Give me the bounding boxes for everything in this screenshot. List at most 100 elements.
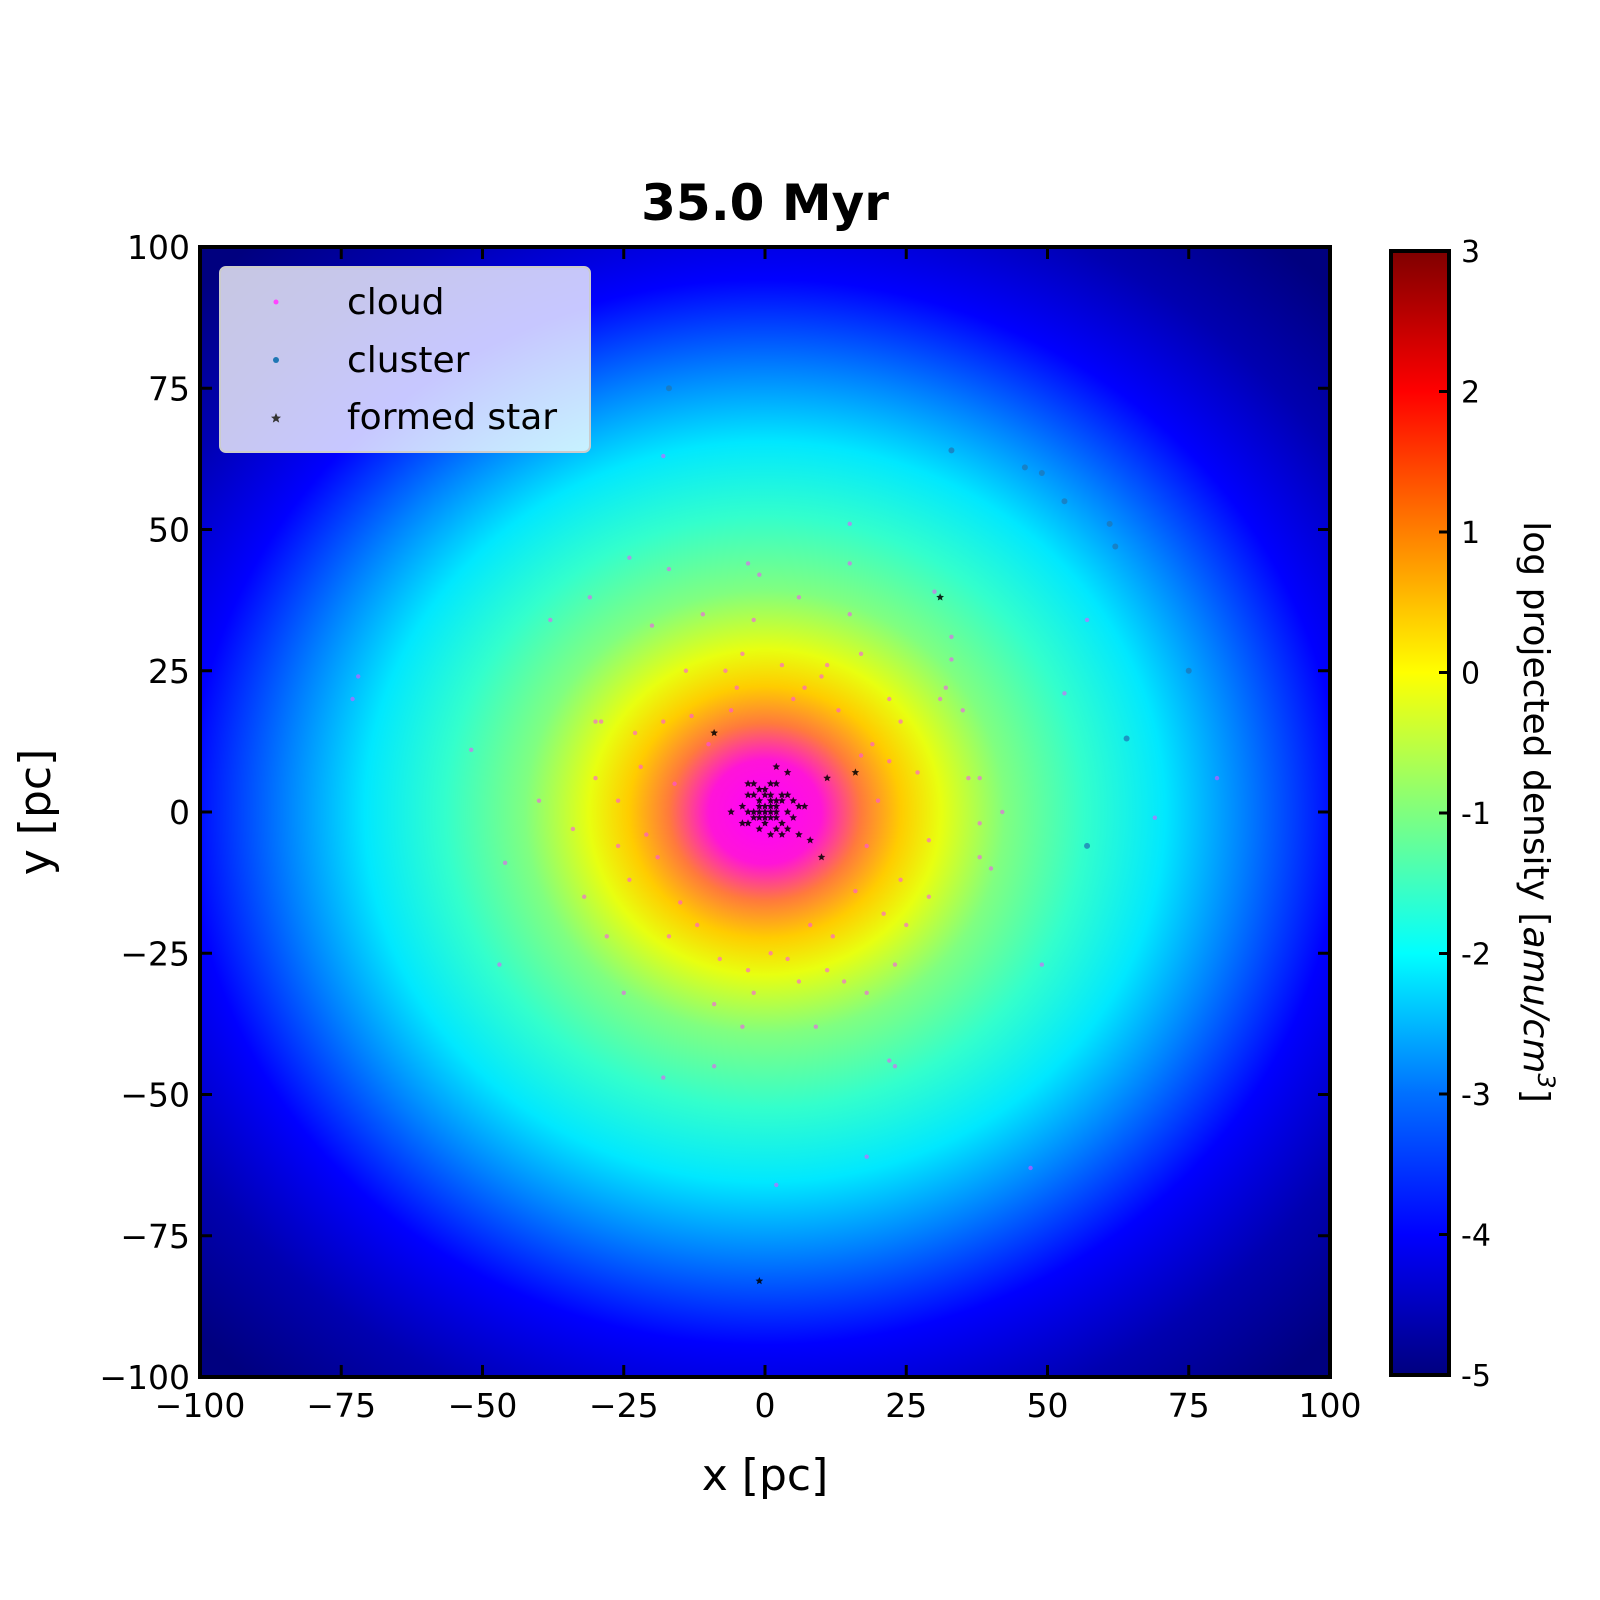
cloud-point-2	[469, 747, 474, 753]
cloud-point-38	[943, 685, 948, 690]
formed-star-point-8	[772, 762, 781, 770]
cloud-point-88	[853, 888, 858, 894]
formed-star-point-25	[766, 830, 775, 838]
formed-star-point-38	[772, 808, 781, 816]
formed-star-point-15	[755, 796, 764, 804]
cloud-point-34	[915, 770, 920, 775]
cloud-point-52	[1214, 775, 1220, 781]
cloud-point-14	[666, 566, 672, 572]
y-tick-label-5: 25	[148, 652, 190, 691]
formed-star-point-55	[766, 796, 775, 804]
cloud-point-39	[949, 657, 954, 662]
cloud-point-37	[937, 696, 943, 702]
cloud-point-28	[858, 651, 864, 656]
x-tick-label-1: −75	[306, 1386, 376, 1425]
formed-star-point-44	[766, 779, 775, 787]
cloud-point-53	[1028, 1165, 1033, 1171]
cloud-point-67	[887, 758, 892, 764]
formed-star-point-30	[772, 779, 781, 787]
cloud-point-84	[808, 922, 813, 928]
cloud-point-1	[356, 674, 361, 679]
formed-star-point-1	[710, 728, 718, 737]
cloud-point-103	[593, 775, 598, 781]
colorbar-tick-label-3: 0	[1461, 657, 1480, 692]
formed-star-point-49	[772, 825, 781, 833]
cloud-point-68	[898, 877, 903, 882]
cloud-point-15	[711, 1001, 717, 1007]
cloud-point-94	[615, 843, 621, 849]
legend-marker-cloud	[273, 299, 279, 305]
cloud-point-35	[926, 838, 932, 843]
cloud-point-33	[892, 962, 898, 967]
y-tick-label-4: 0	[169, 793, 190, 832]
cloud-point-72	[655, 855, 660, 860]
cloud-point-78	[717, 956, 722, 962]
cloud-point-86	[830, 934, 835, 939]
x-tick-label-2: −50	[448, 1386, 518, 1425]
formed-star-point-41	[744, 808, 752, 816]
x-tick-label-6: 50	[1027, 1386, 1069, 1425]
cloud-point-80	[745, 968, 751, 973]
colorbar-ticks: 3 2 1 0 -1 -2 -3 -4 -5	[1439, 235, 1491, 1394]
cloud-point-47	[1000, 809, 1005, 815]
cloud-point-12	[661, 453, 666, 459]
cloud-point-92	[881, 911, 886, 916]
y-tick-label-0: −100	[99, 1358, 190, 1397]
formed-star-point-51	[783, 825, 792, 833]
formed-star-point-24	[778, 819, 786, 827]
density-map	[200, 247, 1330, 1377]
cloud-point-89	[858, 753, 864, 758]
cloud-point-48	[1039, 962, 1045, 967]
formed-star-point-35	[755, 808, 764, 816]
cloud-point-75	[689, 713, 694, 719]
cloud-point-24	[847, 521, 852, 527]
cloud-point-19	[751, 990, 756, 995]
formed-star-point-2	[823, 774, 831, 782]
formed-star-point-22	[772, 796, 781, 804]
cloud-point-30	[864, 1154, 869, 1159]
cluster-point-7	[1185, 667, 1192, 674]
legend-label-cluster: cluster	[347, 340, 470, 381]
cluster-point-2	[1021, 464, 1028, 471]
formed-star-point-13	[761, 808, 769, 816]
formed-star-point-9	[783, 768, 792, 776]
formed-star-point-20	[749, 791, 758, 799]
cloud-point-5	[548, 617, 553, 623]
formed-star-point-28	[738, 802, 747, 810]
cloud-point-99	[666, 934, 672, 939]
colorbar-title: log projected density [amu/cm3]	[1515, 521, 1560, 1102]
cloud-point-87	[836, 708, 841, 713]
cloud-point-98	[661, 719, 666, 724]
formed-star-point-21	[761, 819, 769, 827]
chart-title: 35.0 Myr	[641, 174, 889, 232]
cloud-point-9	[604, 934, 609, 939]
formed-star-point-40	[778, 791, 786, 799]
cloud-point-81	[779, 662, 785, 668]
scatter-points	[350, 385, 1220, 1285]
cloud-point-42	[966, 775, 971, 781]
formed-star-point-7	[727, 808, 735, 816]
legend-marker-formed-star	[271, 413, 281, 423]
formed-star-point-48	[761, 791, 769, 799]
cloud-point-17	[745, 561, 751, 566]
cloud-point-56	[582, 894, 587, 899]
colorbar-title-main: log projected density [	[1515, 521, 1556, 926]
cloud-point-44	[977, 821, 982, 826]
colorbar-tick-label-5: -2	[1461, 938, 1491, 973]
cloud-point-85	[819, 674, 824, 679]
colorbar-title-units: amu/cm	[1515, 926, 1556, 1073]
formed-star-point-54	[755, 813, 764, 821]
cloud-point-0	[350, 696, 355, 702]
cloud-point-91	[875, 798, 881, 803]
cloud-point-46	[988, 866, 994, 871]
y-tick-label-8: 100	[127, 228, 190, 267]
cloud-point-70	[638, 764, 643, 769]
x-tick-label-7: 75	[1168, 1386, 1210, 1425]
y-tick-label-1: −75	[120, 1217, 190, 1256]
cloud-point-54	[536, 798, 542, 803]
cloud-point-50	[1084, 617, 1090, 623]
formed-star-point-11	[800, 802, 809, 810]
cloud-point-74	[678, 900, 683, 905]
formed-star-point-12	[795, 830, 803, 838]
colorbar: 3 2 1 0 -1 -2 -3 -4 -5 log projected density [am…	[1389, 235, 1560, 1394]
